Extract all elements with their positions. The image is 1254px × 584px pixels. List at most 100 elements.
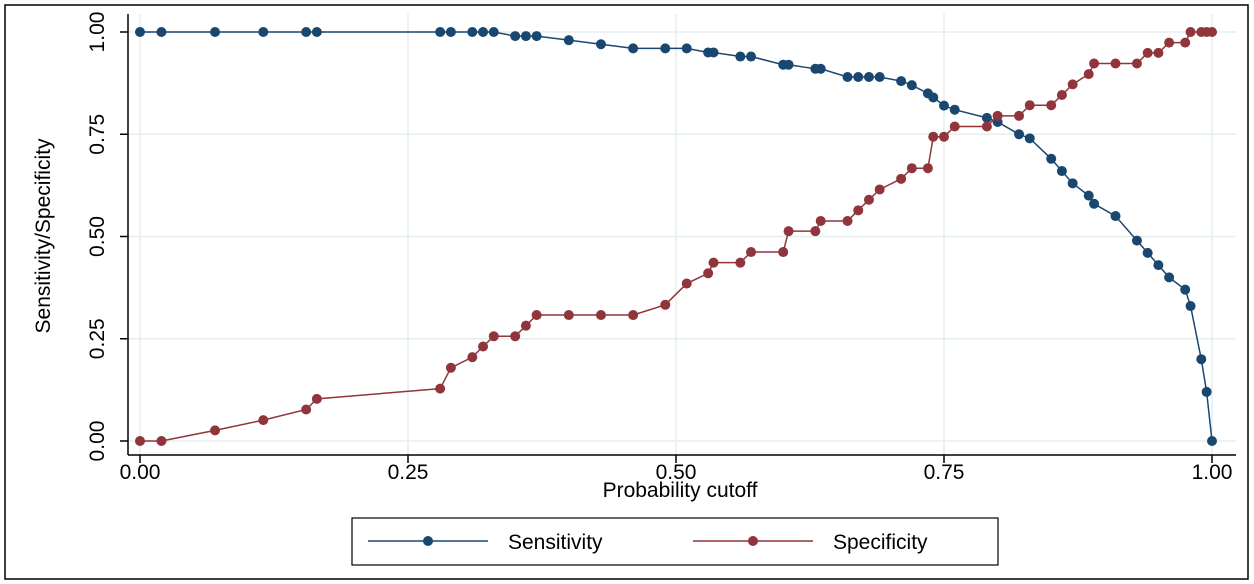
- data-point: [311, 393, 322, 404]
- data-point: [1164, 272, 1175, 283]
- data-point: [1196, 354, 1207, 365]
- legend-marker: [748, 536, 758, 546]
- data-point: [708, 257, 719, 268]
- y-tick-label: 0.75: [86, 114, 109, 155]
- data-point: [1201, 386, 1212, 397]
- y-tick-label: 0.25: [86, 318, 109, 359]
- data-point: [156, 436, 167, 446]
- data-point: [1153, 260, 1164, 271]
- data-point: [1014, 110, 1025, 121]
- data-point: [981, 112, 992, 123]
- data-point: [1083, 69, 1094, 80]
- data-point: [783, 59, 794, 70]
- data-point: [1046, 153, 1057, 164]
- data-point: [842, 215, 853, 226]
- data-point: [156, 27, 167, 37]
- data-point: [1014, 129, 1025, 140]
- data-point: [896, 76, 907, 87]
- data-point: [949, 121, 960, 132]
- data-point: [981, 121, 992, 132]
- data-point: [1083, 190, 1094, 201]
- data-point: [258, 27, 269, 37]
- data-point: [1056, 89, 1067, 100]
- data-point: [1207, 27, 1217, 37]
- data-point: [1089, 58, 1100, 69]
- data-point: [1142, 47, 1153, 58]
- data-point: [1180, 37, 1191, 48]
- data-point: [488, 27, 499, 37]
- data-point: [1131, 58, 1142, 69]
- data-point: [660, 299, 671, 310]
- data-point: [531, 310, 542, 321]
- data-point: [595, 310, 606, 321]
- data-point: [815, 215, 826, 226]
- data-point: [445, 27, 456, 37]
- data-point: [863, 71, 874, 82]
- data-point: [135, 27, 145, 37]
- data-point: [210, 27, 221, 37]
- data-point: [467, 352, 478, 363]
- data-point: [1185, 301, 1196, 312]
- data-point: [853, 205, 864, 216]
- data-point: [311, 27, 322, 37]
- data-point: [510, 331, 521, 342]
- legend-marker: [423, 536, 433, 546]
- data-point: [1110, 58, 1121, 69]
- data-point: [1153, 47, 1164, 58]
- data-point: [708, 47, 719, 58]
- x-tick-label: 1.00: [1192, 461, 1233, 484]
- data-point: [1185, 27, 1196, 37]
- data-point: [520, 31, 531, 42]
- data-point: [258, 415, 269, 426]
- data-point: [1110, 211, 1121, 222]
- data-point: [563, 310, 574, 321]
- data-point: [301, 27, 312, 37]
- data-point: [510, 31, 521, 42]
- data-point: [939, 100, 949, 111]
- data-point: [1142, 247, 1153, 258]
- data-point: [681, 43, 692, 54]
- data-point: [703, 268, 714, 279]
- x-tick-label: 0.25: [388, 461, 429, 484]
- legend-label: Sensitivity: [508, 531, 603, 554]
- legend-label: Specificity: [833, 531, 928, 554]
- data-point: [815, 63, 826, 74]
- data-point: [1067, 178, 1078, 189]
- y-axis-label: Sensitivity/Specificity: [32, 138, 55, 333]
- data-point: [992, 110, 1003, 121]
- plot-area: [128, 14, 1236, 455]
- data-point: [1180, 284, 1191, 295]
- data-point: [928, 131, 939, 142]
- data-point: [467, 27, 478, 37]
- data-point: [563, 35, 574, 46]
- data-point: [746, 247, 757, 258]
- data-point: [1067, 79, 1078, 90]
- data-point: [746, 51, 757, 62]
- data-point: [478, 341, 489, 352]
- data-point: [478, 27, 489, 37]
- data-point: [928, 92, 939, 103]
- data-point: [1046, 100, 1057, 111]
- data-point: [1131, 235, 1142, 246]
- data-point: [778, 247, 789, 258]
- data-point: [595, 39, 606, 50]
- data-point: [853, 71, 864, 82]
- data-point: [810, 226, 821, 237]
- data-point: [520, 320, 531, 331]
- data-point: [874, 71, 885, 82]
- x-tick-label: 0.75: [924, 461, 965, 484]
- data-point: [783, 226, 794, 237]
- data-point: [660, 43, 671, 54]
- data-point: [874, 184, 885, 195]
- data-point: [735, 257, 746, 268]
- data-point: [135, 436, 145, 446]
- data-point: [922, 163, 933, 174]
- data-point: [531, 31, 542, 42]
- data-point: [1164, 37, 1175, 48]
- y-tick-label: 1.00: [86, 12, 109, 53]
- data-point: [681, 278, 692, 289]
- data-point: [1056, 166, 1067, 177]
- y-tick-label: 0.00: [86, 421, 109, 462]
